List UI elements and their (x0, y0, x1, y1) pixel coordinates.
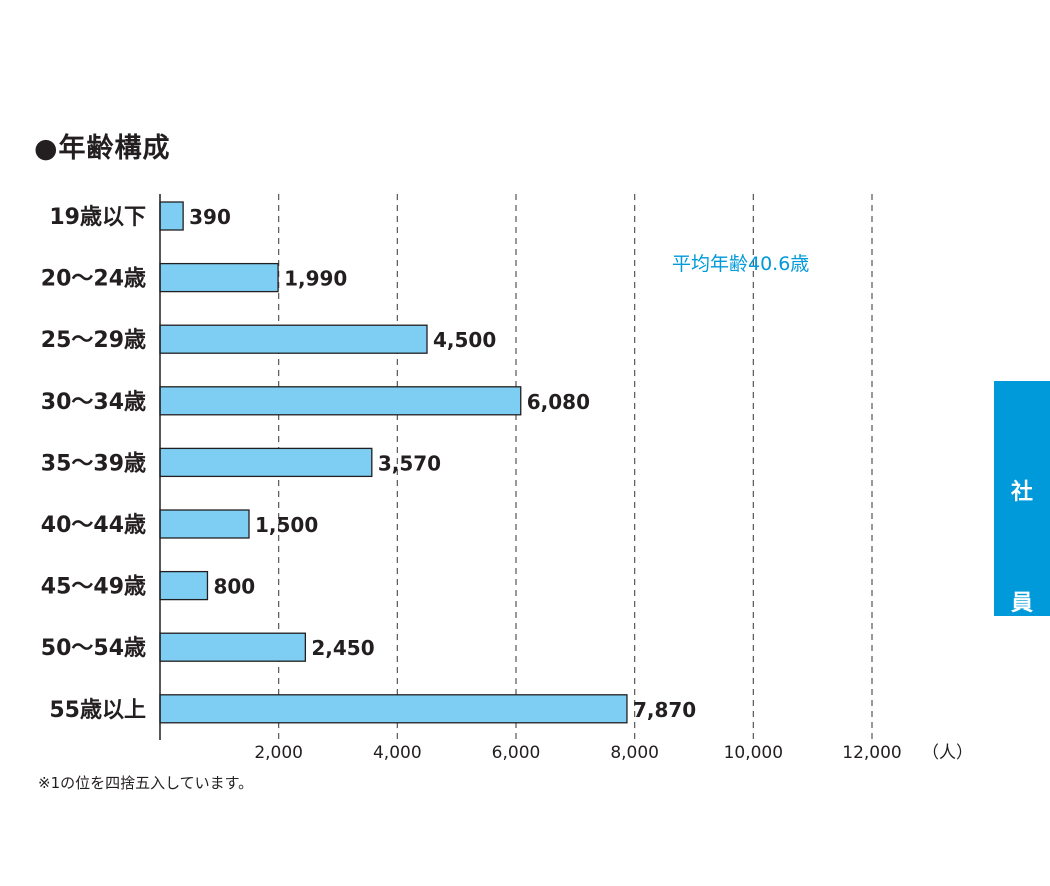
side-tab: 社 員 (994, 381, 1050, 616)
average-age-annotation: 平均年齢40.6歳 (672, 253, 809, 275)
side-tab-char: 社 (1010, 480, 1033, 505)
value-label: 7,870 (633, 698, 696, 722)
value-label: 6,080 (527, 390, 590, 414)
x-tick-label: 4,000 (373, 743, 422, 763)
bar (159, 694, 628, 724)
bar (159, 447, 373, 478)
x-tick-label: 12,000 (842, 743, 901, 763)
category-label: 35〜39歳 (41, 451, 146, 476)
category-label: 25〜29歳 (41, 328, 146, 353)
value-label: 3,570 (378, 451, 441, 475)
side-tab-char: 員 (1010, 591, 1033, 616)
category-label: 55歳以上 (49, 698, 146, 723)
value-labels: 390 1,990 4,500 6,080 3,570 1,500 800 2,450 7,87… (189, 205, 696, 722)
value-label: 4,500 (433, 328, 496, 352)
bar (159, 509, 250, 539)
chart-title: ●年齢構成 (34, 133, 171, 164)
category-label: 50〜54歳 (41, 636, 146, 661)
value-label: 800 (213, 575, 255, 599)
bar (159, 632, 307, 662)
bar (159, 262, 279, 293)
x-tick-label: 6,000 (492, 743, 541, 763)
x-unit-label: （人） (922, 743, 973, 763)
category-label: 19歳以下 (49, 205, 146, 230)
x-tick-label: 10,000 (724, 743, 783, 763)
x-tick-labels: 2,000 4,000 6,000 8,000 10,000 12,000 (254, 743, 901, 763)
category-label: 45〜49歳 (41, 575, 146, 600)
value-label: 390 (189, 205, 231, 229)
category-label: 40〜44歳 (41, 513, 146, 538)
value-label: 2,450 (311, 636, 374, 660)
value-label: 1,990 (284, 267, 347, 291)
bars (159, 201, 628, 724)
x-tick-label: 2,000 (254, 743, 303, 763)
footnote: ※1の位を四捨五入しています。 (38, 774, 254, 792)
category-labels: 19歳以下 20〜24歳 25〜29歳 30〜34歳 35〜39歳 40〜44歳 45〜49… (41, 205, 146, 723)
bar (159, 386, 522, 416)
bar (159, 570, 209, 601)
x-tick-label: 8,000 (610, 743, 659, 763)
category-label: 20〜24歳 (41, 267, 146, 292)
bar (159, 324, 428, 354)
category-label: 30〜34歳 (41, 390, 146, 415)
value-label: 1,500 (255, 513, 318, 537)
bar (159, 201, 184, 231)
